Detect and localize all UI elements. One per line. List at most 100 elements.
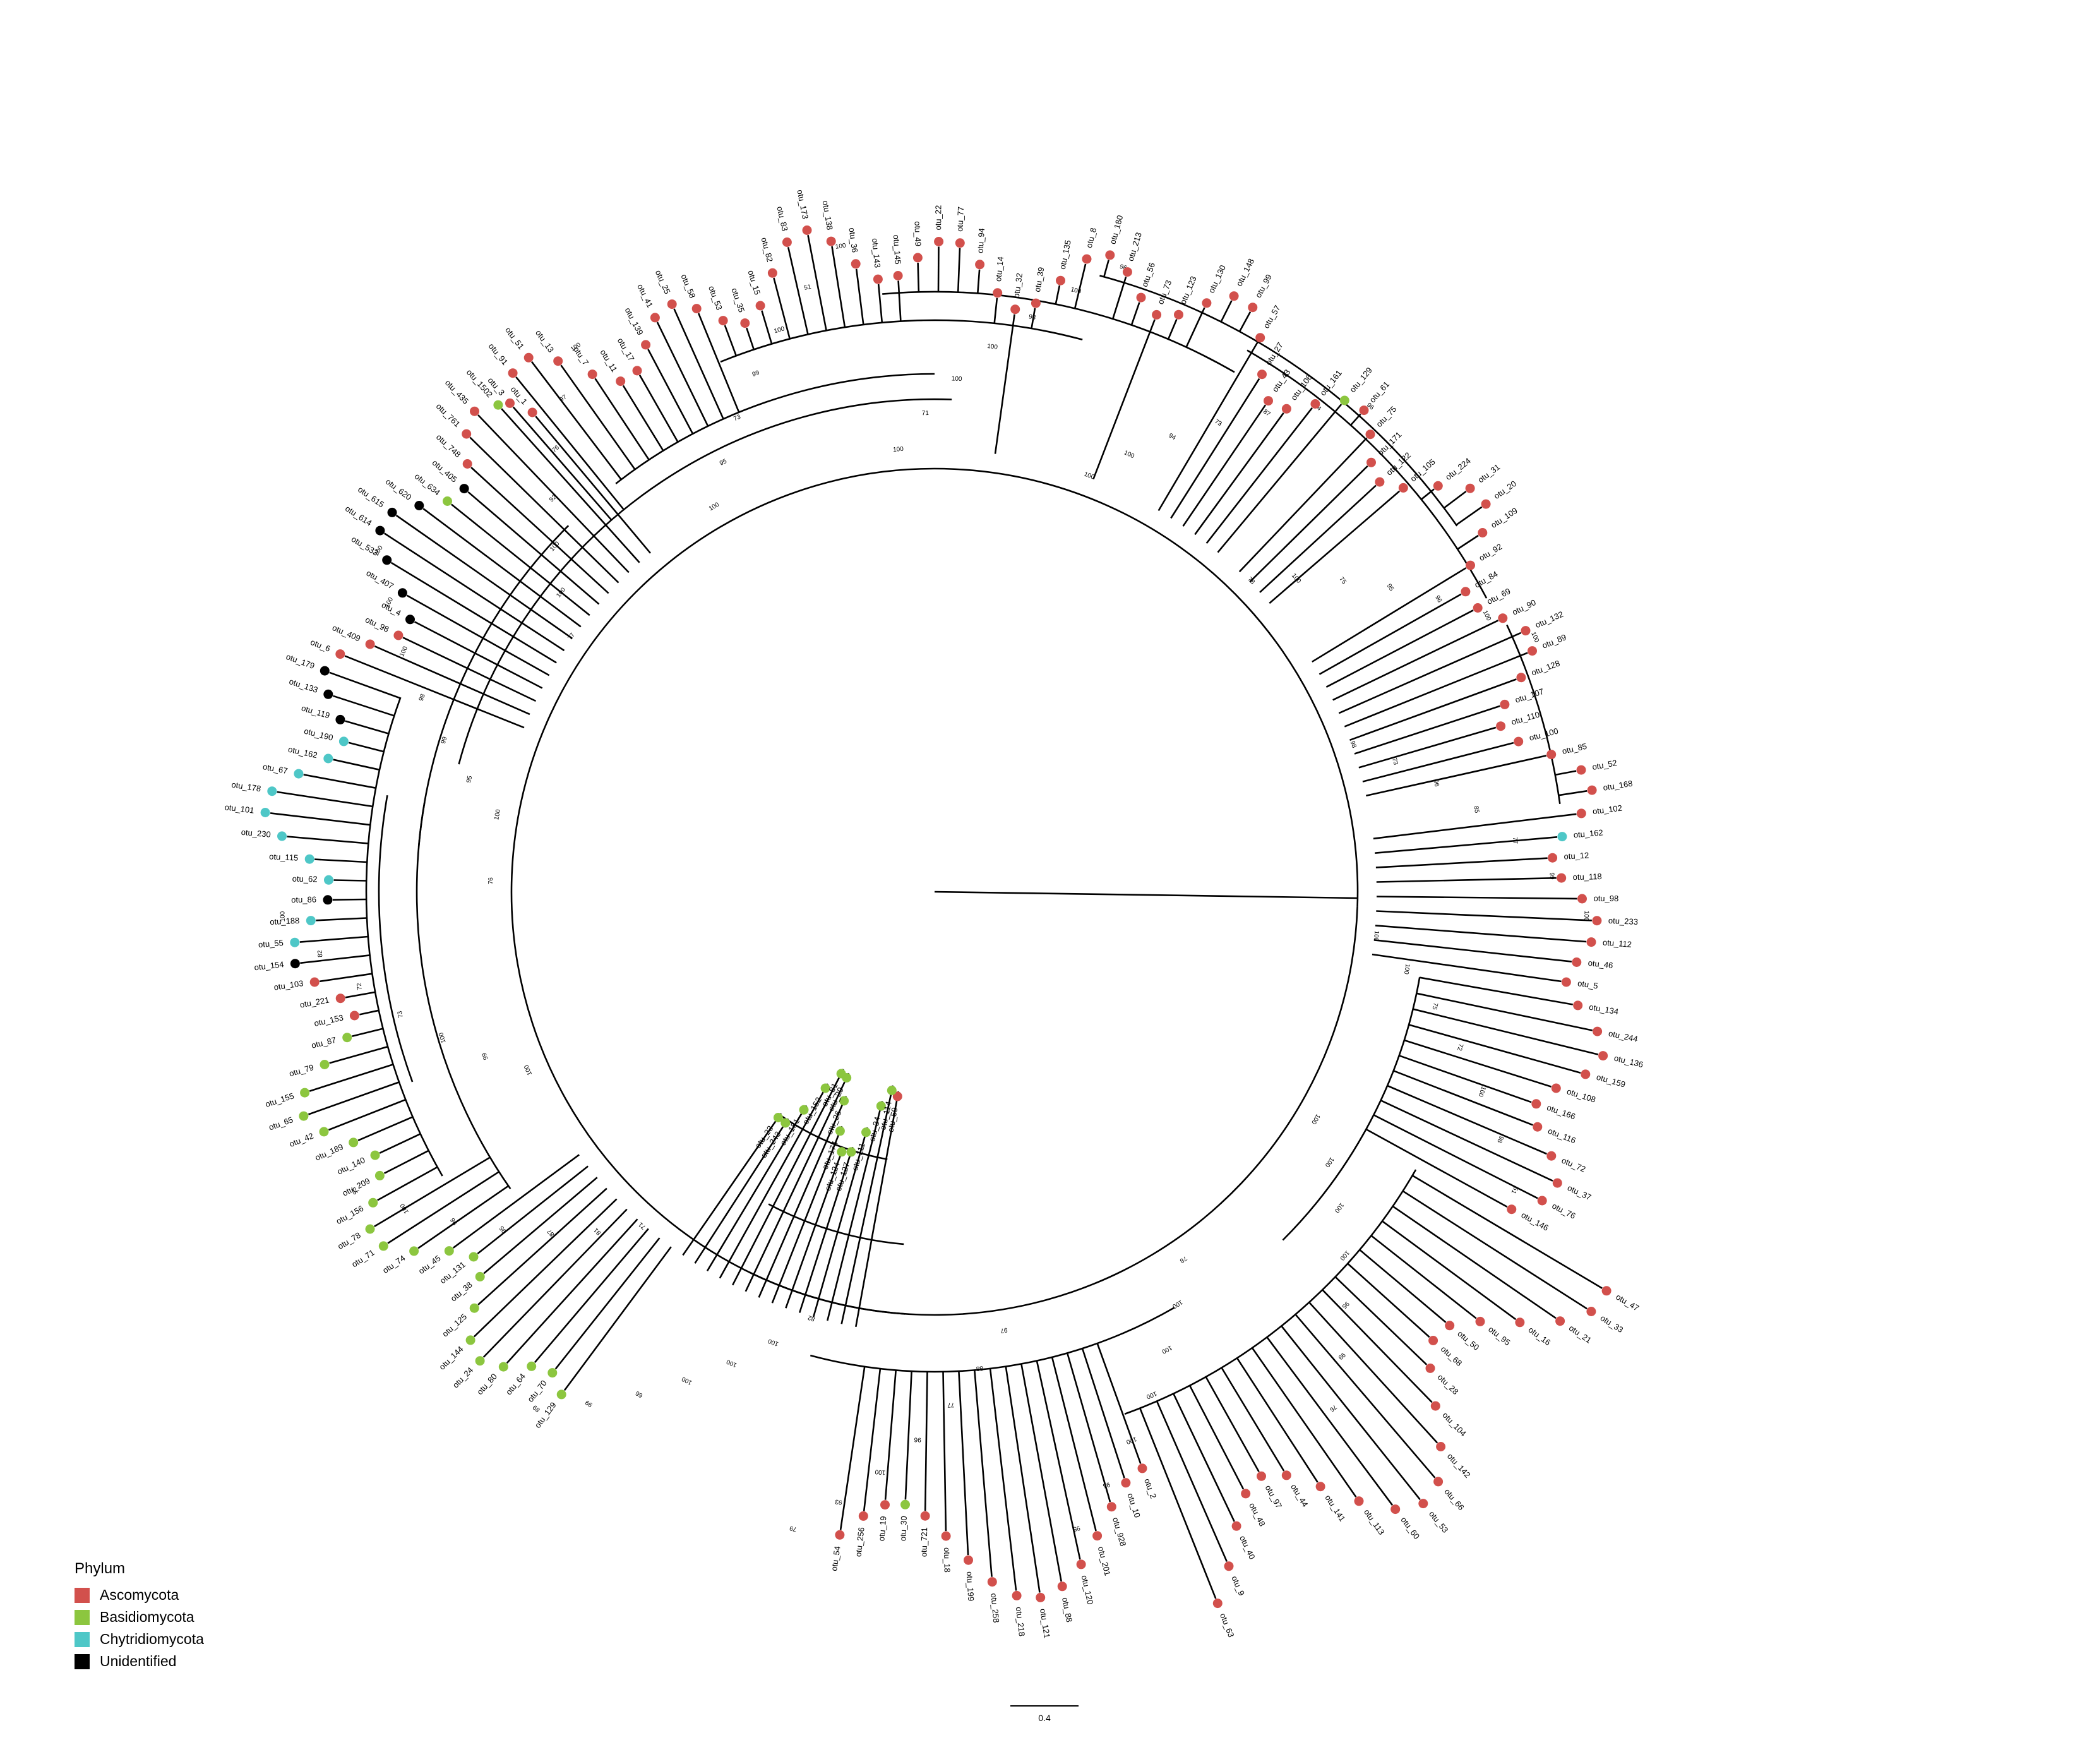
bootstrap-value: 89 [532, 1403, 542, 1413]
tip-point [1359, 405, 1369, 416]
tree-branch [1393, 1070, 1533, 1126]
tip-point [1257, 1471, 1266, 1481]
tip-point [893, 271, 903, 280]
tree-branch [379, 1133, 421, 1154]
bootstrap-value: 99 [751, 369, 761, 378]
tip-label: otu_95 [1486, 1324, 1512, 1347]
tree-branch [450, 503, 590, 616]
tip-point [309, 977, 320, 987]
legend-label: Ascomycota [100, 1587, 179, 1603]
tip-point [443, 496, 452, 506]
tip-point [964, 1555, 973, 1565]
tip-label: otu_168 [1603, 779, 1634, 793]
tip-label: otu_32 [1012, 272, 1024, 298]
bootstrap-value: 97 [1000, 1326, 1008, 1335]
tree-branch [1392, 1205, 1557, 1319]
bootstrap-value: 100 [438, 1031, 447, 1044]
tip-point [469, 1252, 479, 1262]
tip-point [1528, 646, 1537, 656]
tree-branch [345, 991, 376, 999]
tree-branch [1112, 276, 1127, 320]
tip-label: otu_80 [475, 1372, 499, 1397]
tip-point [1552, 1178, 1562, 1188]
bootstrap-value: 100 [875, 1468, 886, 1476]
tree-branch [744, 1072, 850, 1292]
tip-point [1555, 1316, 1565, 1326]
bootstrap-value: 100 [1070, 286, 1082, 296]
tip-label: otu_18 [942, 1547, 952, 1573]
tip-label: otu_533 [350, 534, 380, 558]
tip-point [342, 1033, 352, 1043]
clade-arc [378, 795, 414, 1083]
tip-point [1548, 853, 1558, 863]
bootstrap-value: 100 [1372, 930, 1380, 942]
tip-point [1106, 1502, 1116, 1512]
bootstrap-value: 87 [1262, 408, 1272, 418]
tip-label: otu_258 [989, 1593, 1001, 1623]
tip-label: otu_89 [1541, 632, 1567, 651]
tree-branch [319, 973, 373, 983]
bootstrap-value: 95 [350, 1185, 360, 1195]
tip-label: otu_43 [1271, 368, 1293, 393]
clade-arc [810, 1307, 1175, 1373]
tree-branch [1408, 1024, 1581, 1074]
clade-arc [1124, 1169, 1417, 1415]
scale-bar-line [1010, 1705, 1079, 1707]
tip-point [374, 1170, 385, 1180]
tree-branch [1185, 307, 1205, 348]
tree-branch [1221, 1367, 1285, 1472]
bootstrap-value: 100 [987, 343, 998, 351]
tree-branch [787, 247, 809, 335]
tree-branch [1332, 620, 1499, 701]
tip-point [1231, 1521, 1241, 1531]
tip-label: otu_14 [993, 256, 1005, 282]
tree-branch [724, 325, 738, 356]
tip-label: otu_30 [898, 1516, 909, 1541]
tip-point [1445, 1321, 1455, 1331]
tip-label: otu_188 [270, 916, 300, 927]
tip-label: otu_159 [1595, 1072, 1626, 1089]
bootstrap-value: 71 [922, 410, 930, 417]
tip-point [900, 1499, 910, 1509]
tip-label: otu_48 [1247, 1501, 1267, 1528]
tip-point [1546, 1151, 1557, 1161]
bootstrap-value: 75 [1337, 576, 1348, 586]
tip-point [508, 368, 518, 378]
bootstrap-value: 96 [1433, 594, 1443, 604]
tip-label: otu_92 [1477, 542, 1504, 563]
tip-point [1255, 333, 1265, 343]
tip-label: otu_161 [1318, 368, 1344, 397]
tip-point [632, 366, 642, 376]
tip-label: otu_143 [870, 238, 882, 268]
tree-branch [470, 467, 609, 594]
tip-label: otu_17 [616, 336, 637, 363]
tip-label: otu_230 [241, 827, 271, 839]
tip-label: otu_109 [1489, 506, 1519, 530]
tip-label: otu_15 [746, 269, 762, 296]
tree-branch [1334, 1276, 1428, 1365]
tip-label: otu_221 [299, 995, 330, 1009]
tip-point [1152, 309, 1162, 320]
tree-branch [1555, 770, 1577, 776]
tree-branch [798, 1146, 854, 1313]
tip-point [1012, 1590, 1022, 1600]
tip-point [378, 1241, 388, 1251]
tree-branch [706, 1105, 808, 1271]
tree-branch [348, 741, 385, 753]
tree-branch [1096, 1343, 1142, 1464]
tree-branch [422, 508, 582, 628]
tip-label: otu_104 [1440, 1410, 1468, 1438]
bootstrap-value: 73 [1213, 418, 1223, 428]
tip-point [826, 236, 836, 246]
bootstrap-value: 82 [316, 950, 324, 958]
tip-point [1573, 1000, 1583, 1011]
tip-point [955, 238, 965, 248]
tip-point [773, 1113, 783, 1122]
tip-label: otu_99 [1253, 273, 1274, 299]
tip-label: otu_76 [1550, 1201, 1577, 1220]
bootstrap-value: 100 [681, 1375, 693, 1386]
bootstrap-value: 66 [634, 1389, 644, 1398]
tree-branch [1372, 953, 1562, 983]
tree-branches [270, 235, 1603, 1599]
